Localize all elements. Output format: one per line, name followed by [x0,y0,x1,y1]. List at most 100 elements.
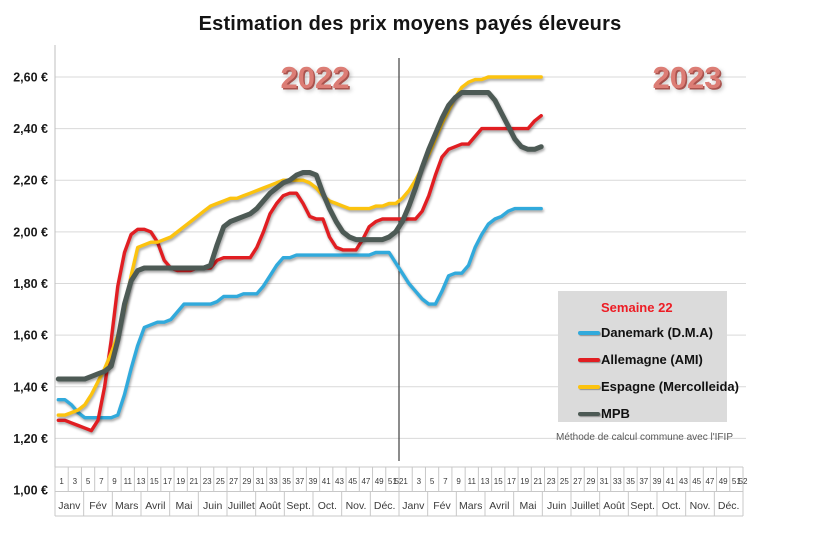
week-label: 11 [124,477,133,486]
week-label: 47 [361,477,370,486]
week-label: 41 [322,477,331,486]
legend-swatch-mpb [578,411,600,416]
week-label: 49 [719,477,728,486]
week-label: 23 [547,477,556,486]
week-label: 31 [256,477,265,486]
week-label: 25 [216,477,225,486]
week-label: 35 [282,477,291,486]
legend-swatch-espagne [578,384,600,389]
week-label: 21 [533,477,542,486]
month-label: Juillet [228,500,255,512]
month-label: Fév [89,500,107,512]
legend-item-mpb: MPB [578,400,727,427]
y-axis-label: 2,40 € [13,122,48,136]
week-label: 3 [73,477,78,486]
week-label: 7 [99,477,104,486]
week-label: 43 [335,477,344,486]
y-axis-label: 2,00 € [13,225,48,239]
footnote: Méthode de calcul commune avec l'IFIP [556,432,733,443]
week-label: 49 [375,477,384,486]
month-label: Juillet [572,500,599,512]
legend-item-allemagne: Allemagne (AMI) [578,346,727,373]
week-label: 47 [705,477,714,486]
y-axis-label: 1,00 € [13,484,48,498]
series-line-danemark [56,206,543,420]
week-label: 15 [494,477,503,486]
month-label: Oct. [662,500,681,512]
legend-label: Espagne (Mercolleida) [601,379,739,394]
month-label: Sept. [286,500,311,512]
month-label: Août [603,500,625,512]
week-label: 17 [163,477,172,486]
month-label: Mai [520,500,537,512]
month-label: Juin [547,500,566,512]
week-label: 17 [507,477,516,486]
y-axis-label: 1,40 € [13,380,48,394]
month-label: Janv [58,500,81,512]
week-label: 43 [679,477,688,486]
y-axis-label: 1,60 € [13,329,48,343]
week-label: 27 [229,477,238,486]
week-label: 31 [600,477,609,486]
week-label: 5 [86,477,91,486]
week-label: 13 [137,477,146,486]
week-label: 29 [242,477,251,486]
month-label: Mars [459,500,482,512]
week-label: 7 [443,477,448,486]
week-label: 39 [653,477,662,486]
legend-item-danemark: Danemark (D.M.A) [578,319,727,346]
week-label: 19 [176,477,185,486]
year-label-2022: 2022 [280,60,350,95]
week-label: 51 [732,477,741,486]
legend: Semaine 22 Danemark (D.M.A) Allemagne (AM… [558,291,739,422]
legend-label: MPB [601,406,630,421]
week-label: 29 [586,477,595,486]
y-axis-label: 1,20 € [13,432,48,446]
week-label: 45 [692,477,701,486]
week-label: 13 [481,477,490,486]
month-label: Août [259,500,281,512]
month-label: Juin [203,500,222,512]
y-axis-label: 2,20 € [13,174,48,188]
series-line-allemagne [56,113,543,433]
week-label: 41 [666,477,675,486]
week-label: 5 [430,477,435,486]
week-label: 15 [150,477,159,486]
legend-header: Semaine 22 [601,300,673,315]
legend-item-espagne: Espagne (Mercolleida) [578,373,739,400]
week-label: 1 [59,477,64,486]
week-label: 27 [573,477,582,486]
week-label: 37 [639,477,648,486]
week-label: 25 [560,477,569,486]
week-label: 37 [295,477,304,486]
legend-items: Danemark (D.M.A) Allemagne (AMI) Espagne (… [578,319,739,427]
week-label: 33 [613,477,622,486]
month-label: Janv [402,500,425,512]
week-label: 35 [626,477,635,486]
legend-swatch-danemark [578,330,600,335]
month-label: Mars [115,500,138,512]
month-label: Avril [145,500,165,512]
month-label: Sept. [630,500,655,512]
month-label: Nov. [346,500,367,512]
week-label: 19 [520,477,529,486]
week-label: 11 [468,477,477,486]
legend-label: Allemagne (AMI) [601,352,703,367]
legend-label: Danemark (D.M.A) [601,325,713,340]
y-axis-label: 1,80 € [13,277,48,291]
month-label: Déc. [374,500,396,512]
chart-title: Estimation des prix moyens payés éleveur… [198,13,622,35]
series-line-mpb [55,90,544,382]
month-label: Mai [176,500,193,512]
week-label: 9 [456,477,461,486]
month-label: Nov. [690,500,711,512]
week-label: 33 [269,477,278,486]
legend-swatch-allemagne [578,357,600,362]
month-label: Avril [489,500,509,512]
month-label: Fév [433,500,451,512]
week-label: 9 [112,477,117,486]
week-label: 3 [417,477,422,486]
week-label: 45 [348,477,357,486]
